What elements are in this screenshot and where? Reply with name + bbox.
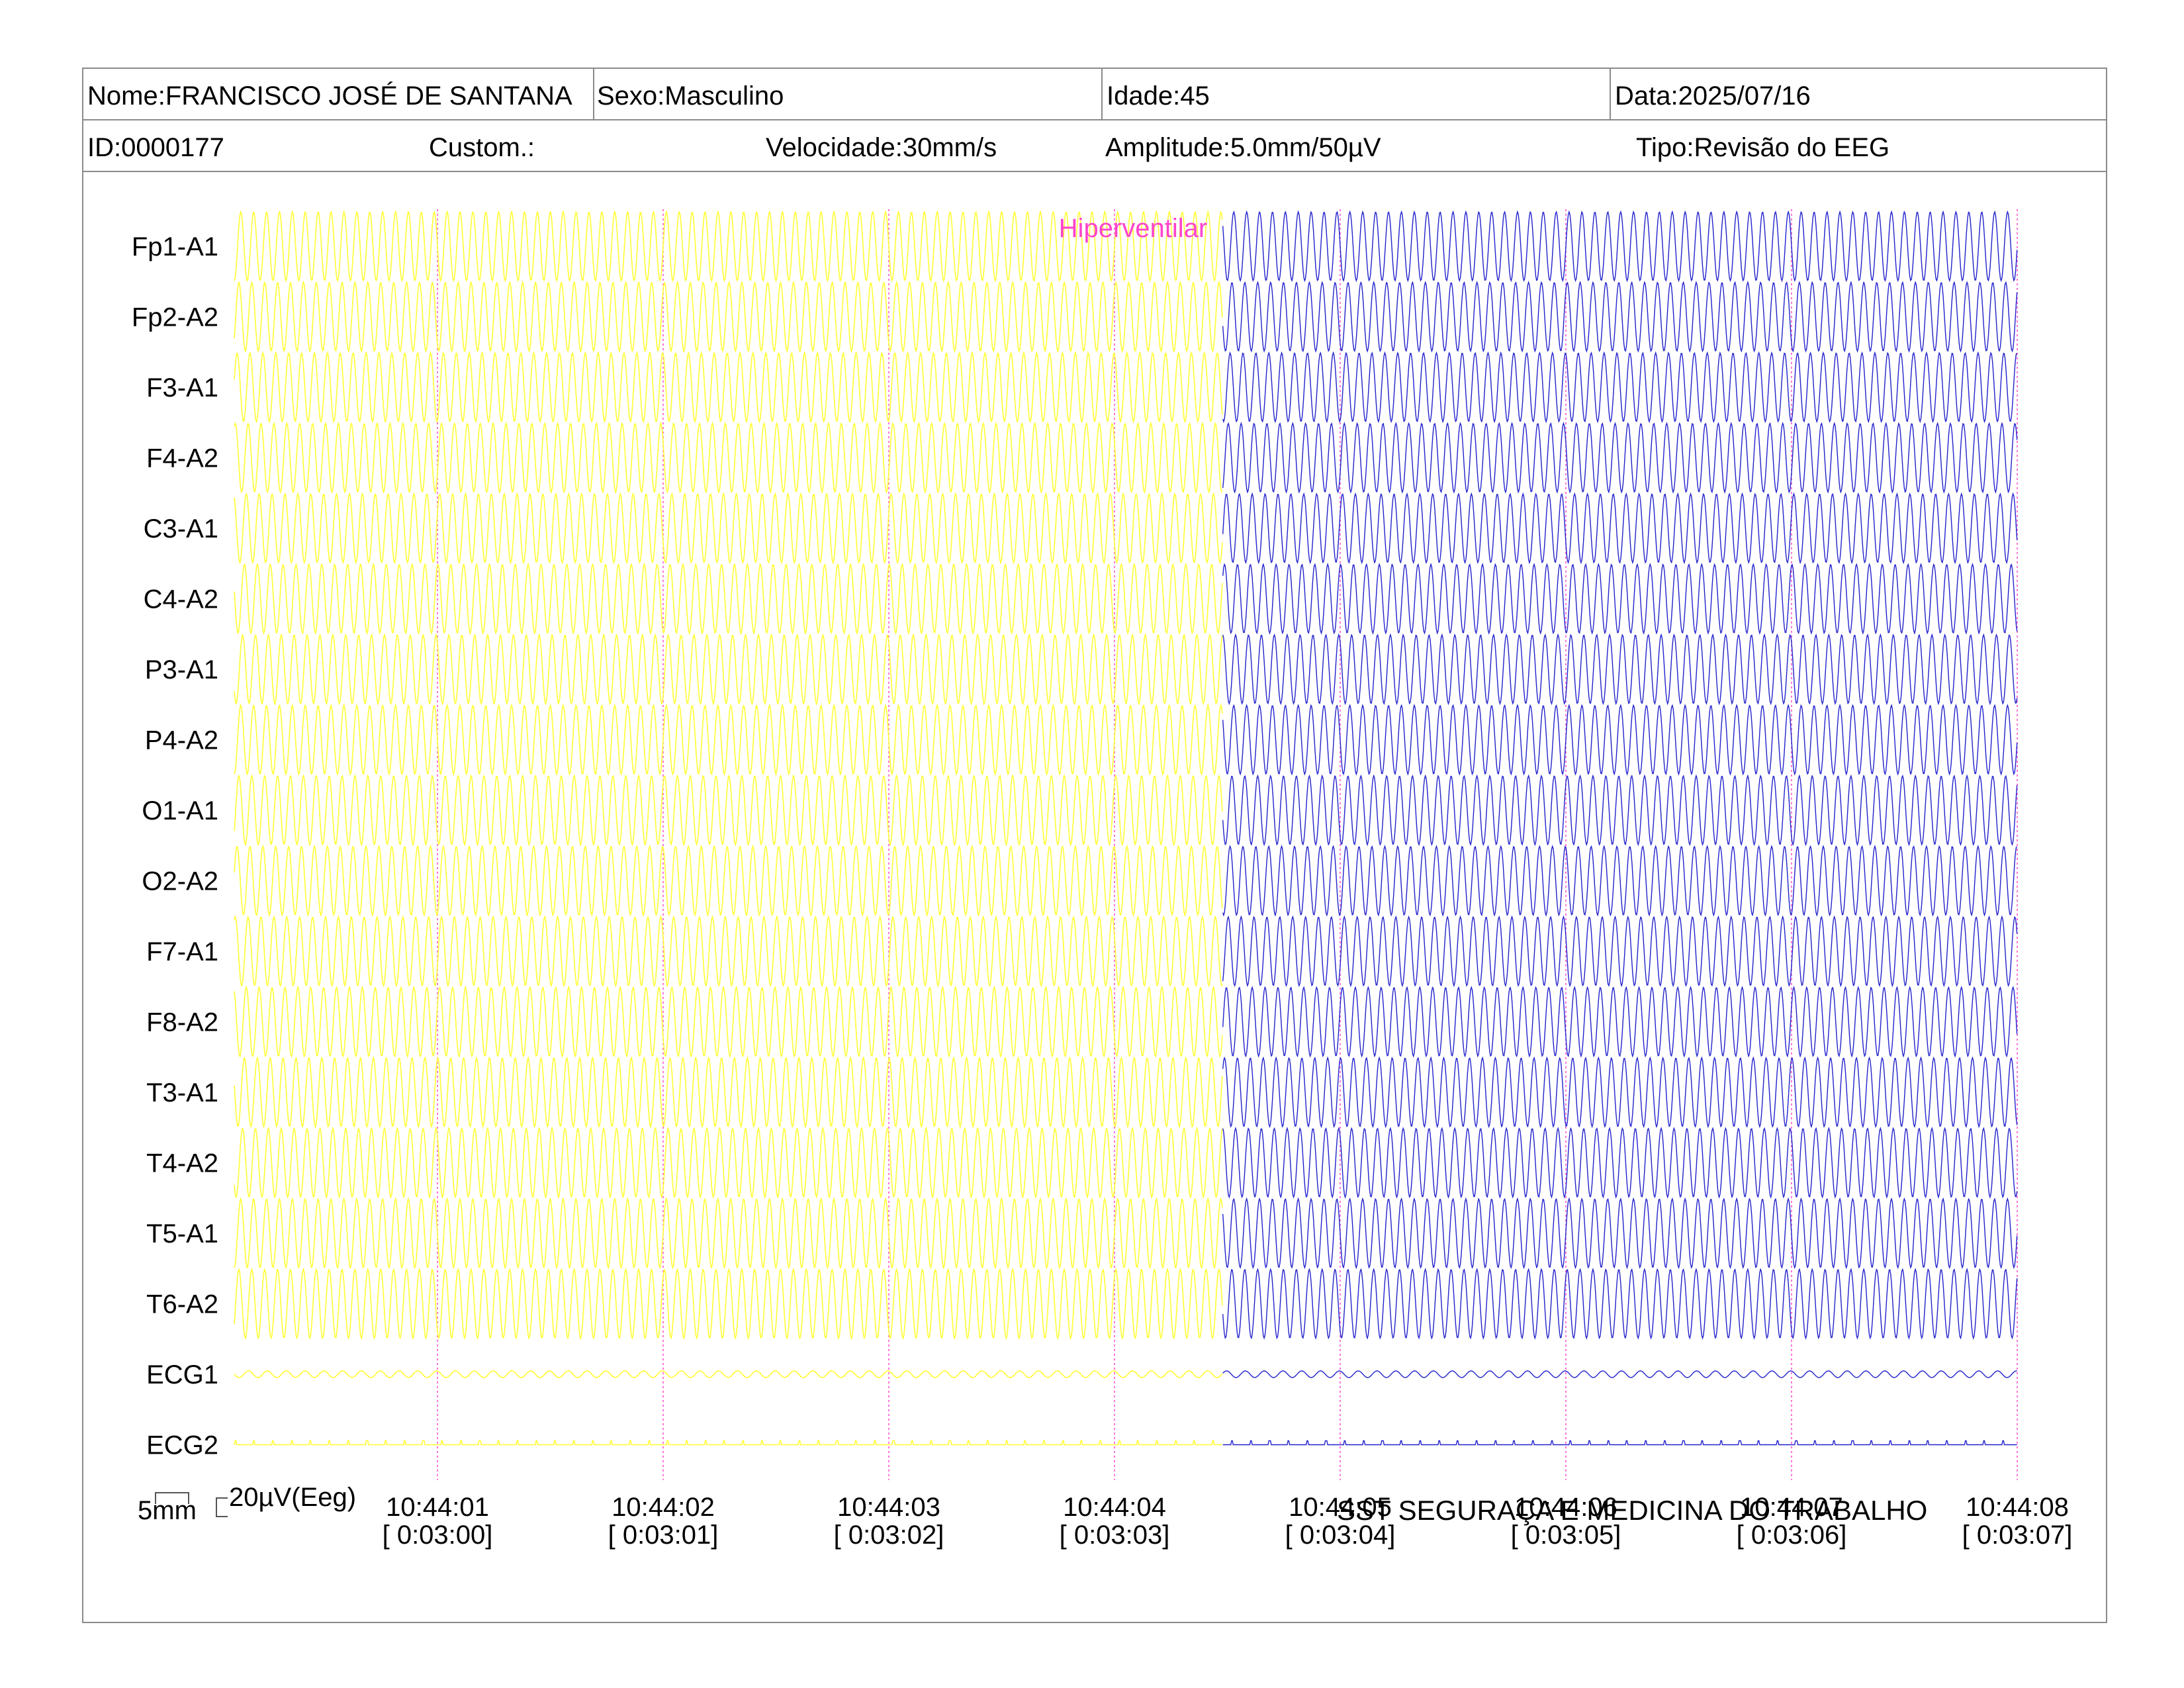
channel-label: O2-A2 bbox=[142, 867, 218, 896]
time-scale-bracket bbox=[155, 1492, 189, 1504]
time-tick-labels: 10:44:01[ 0:03:00] 10:44:02[ 0:03:01] 10:4… bbox=[383, 1493, 2073, 1550]
channel-trace-f4-a2-before bbox=[234, 421, 1223, 494]
channel-label: T4-A2 bbox=[146, 1149, 218, 1178]
patient-sex: Sexo:Masculino bbox=[593, 69, 1101, 120]
amplitude-setting: Amplitude:5.0mm/50µV bbox=[1105, 133, 1381, 162]
channel-label: Fp2-A2 bbox=[132, 303, 218, 332]
time-marker-lines bbox=[437, 209, 2018, 1480]
channel-label: F3-A1 bbox=[146, 373, 218, 402]
channel-trace-fp2-a2-after bbox=[1222, 281, 2018, 353]
channel-label: F7-A1 bbox=[146, 937, 218, 966]
header-row-2: ID:0000177 Custom.: Velocidade:30mm/s Am… bbox=[83, 120, 2106, 172]
channel-trace-c3-a1-before bbox=[234, 492, 1223, 565]
channel-trace-t3-a1-before bbox=[234, 1056, 1223, 1129]
channel-trace-fp1-a1-after bbox=[1222, 210, 2018, 283]
header-row-1: Nome:FRANCISCO JOSÉ DE SANTANA Sexo:Masc… bbox=[83, 69, 2106, 120]
channel-label: T5-A1 bbox=[146, 1219, 218, 1248]
channel-trace-ecg1-after bbox=[1222, 1370, 2017, 1378]
time-tick-clock: 10:44:05 bbox=[1289, 1493, 1392, 1522]
channel-labels: Fp1-A1 Fp2-A2 F3-A1 F4-A2 C3-A1 C4-A2 P3-A1 P4-… bbox=[132, 232, 218, 1460]
channel-trace-ecg2-after bbox=[1222, 1440, 2017, 1446]
channel-trace-f7-a1-before bbox=[234, 915, 1223, 988]
time-tick-elapsed: [ 0:03:02] bbox=[834, 1521, 944, 1550]
channel-trace-t4-a2-after bbox=[1222, 1127, 2018, 1199]
time-tick-elapsed: [ 0:03:06] bbox=[1737, 1521, 1847, 1550]
time-tick-elapsed: [ 0:03:03] bbox=[1060, 1521, 1170, 1550]
channel-label: O1-A1 bbox=[142, 796, 218, 825]
channel-trace-o1-a1-before bbox=[234, 774, 1223, 847]
time-tick-elapsed: [ 0:03:01] bbox=[608, 1521, 719, 1550]
channel-trace-o1-a1-after bbox=[1222, 774, 2018, 847]
channel-trace-p3-a1-before bbox=[234, 633, 1223, 706]
channel-trace-f8-a2-before bbox=[234, 985, 1223, 1058]
amplitude-scale-label: 20µV(Eeg) bbox=[229, 1483, 357, 1512]
patient-age: Idade:45 bbox=[1101, 69, 1610, 120]
channel-label: ECG1 bbox=[146, 1360, 218, 1389]
channel-traces bbox=[234, 210, 2018, 1446]
time-tick-clock: 10:44:04 bbox=[1063, 1493, 1166, 1522]
channel-trace-fp2-a2-before bbox=[234, 280, 1223, 353]
channel-trace-o2-a2-before bbox=[234, 844, 1223, 917]
time-tick-elapsed: [ 0:03:00] bbox=[383, 1521, 493, 1550]
channel-trace-t6-a2-after bbox=[1222, 1268, 2018, 1340]
channel-trace-o2-a2-after bbox=[1222, 845, 2018, 917]
channel-trace-fp1-a1-before bbox=[234, 210, 1223, 283]
time-tick-elapsed: [ 0:03:04] bbox=[1285, 1521, 1396, 1550]
channel-label: T6-A2 bbox=[146, 1290, 218, 1319]
channel-label: C3-A1 bbox=[144, 514, 218, 543]
channel-trace-p3-a1-after bbox=[1222, 633, 2018, 706]
time-tick-clock: 10:44:06 bbox=[1514, 1493, 1617, 1522]
channel-label: Fp1-A1 bbox=[132, 232, 218, 261]
channel-label: F8-A2 bbox=[146, 1008, 218, 1037]
custom-field: Custom.: bbox=[429, 133, 535, 162]
time-tick-clock: 10:44:08 bbox=[1966, 1493, 2069, 1522]
channel-label: C4-A2 bbox=[144, 585, 218, 614]
channel-trace-ecg2-before bbox=[234, 1440, 1222, 1446]
channel-trace-f3-a1-after bbox=[1222, 351, 2018, 424]
channel-trace-ecg1-before bbox=[234, 1370, 1223, 1378]
time-tick-clock: 10:44:01 bbox=[386, 1493, 489, 1522]
channel-label: F4-A2 bbox=[146, 444, 218, 473]
channel-trace-f7-a1-after bbox=[1222, 915, 2018, 988]
amplitude-scale-bracket bbox=[216, 1497, 228, 1517]
channel-label: P4-A2 bbox=[145, 726, 218, 755]
channel-trace-f3-a1-before bbox=[234, 351, 1223, 424]
channel-trace-c4-a2-before bbox=[234, 562, 1223, 635]
hyperventilation-annotation: Hiperventilar bbox=[1059, 214, 1208, 243]
channel-label: ECG2 bbox=[146, 1431, 218, 1460]
company-footer: SST SEGURAÇA E MEDICINA DO TRABALHO bbox=[1337, 1495, 1928, 1526]
channel-label: T3-A1 bbox=[146, 1078, 218, 1107]
channel-trace-t5-a1-after bbox=[1222, 1197, 2018, 1270]
channel-trace-c4-a2-after bbox=[1222, 563, 2018, 635]
time-scale-label: 5mm bbox=[138, 1496, 197, 1525]
channel-label: P3-A1 bbox=[145, 655, 218, 684]
time-tick-clock: 10:44:03 bbox=[837, 1493, 940, 1522]
channel-trace-p4-a2-after bbox=[1222, 704, 2018, 776]
channel-trace-t3-a1-after bbox=[1222, 1056, 2018, 1129]
speed-setting: Velocidade:30mm/s bbox=[766, 133, 997, 162]
exam-date: Data:2025/07/16 bbox=[1610, 69, 2107, 120]
channel-trace-t5-a1-before bbox=[234, 1197, 1223, 1270]
channel-trace-p4-a2-before bbox=[234, 703, 1223, 776]
channel-trace-f8-a2-after bbox=[1222, 986, 2018, 1058]
time-tick-elapsed: [ 0:03:07] bbox=[1962, 1521, 2073, 1550]
patient-id: ID:0000177 bbox=[87, 133, 224, 162]
channel-trace-c3-a1-after bbox=[1222, 492, 2018, 565]
time-tick-clock: 10:44:07 bbox=[1740, 1493, 1843, 1522]
time-tick-clock: 10:44:02 bbox=[612, 1493, 715, 1522]
time-tick-elapsed: [ 0:03:05] bbox=[1511, 1521, 1621, 1550]
exam-type: Tipo:Revisão do EEG bbox=[1636, 133, 1890, 162]
eeg-report-sheet: Nome:FRANCISCO JOSÉ DE SANTANA Sexo:Masc… bbox=[82, 68, 2107, 1623]
channel-trace-f4-a2-after bbox=[1222, 422, 2018, 494]
patient-name: Nome:FRANCISCO JOSÉ DE SANTANA bbox=[87, 81, 572, 111]
channel-trace-t4-a2-before bbox=[234, 1126, 1223, 1199]
channel-trace-t6-a2-before bbox=[234, 1267, 1223, 1340]
